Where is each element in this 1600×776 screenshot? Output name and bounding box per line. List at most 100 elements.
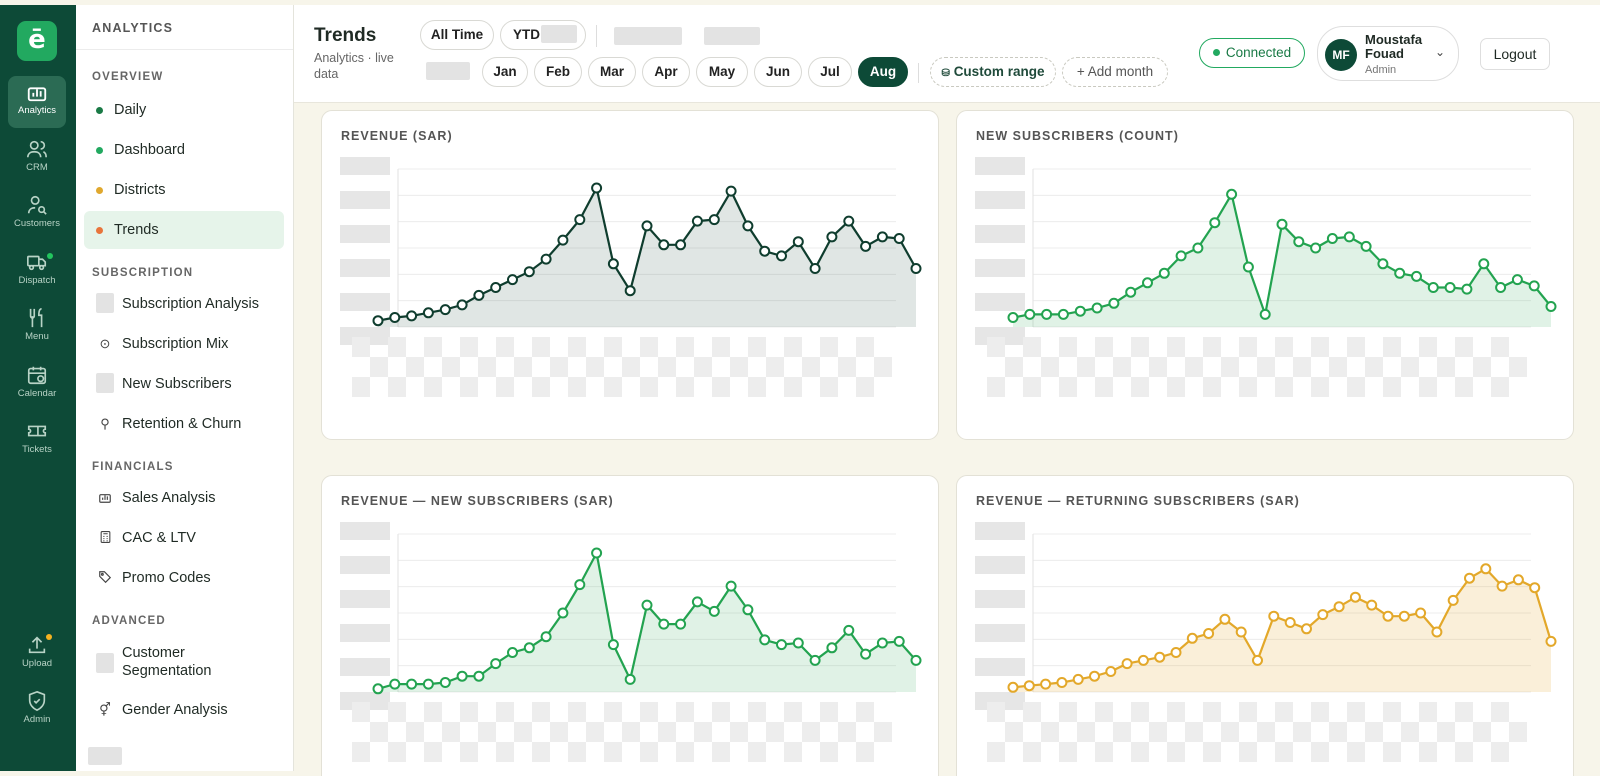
x-tick-label-placeholder bbox=[1257, 722, 1275, 742]
data-point bbox=[742, 604, 754, 616]
month-aug[interactable]: Aug bbox=[858, 57, 908, 87]
x-tick-label-placeholder bbox=[424, 702, 442, 722]
sidebar-item-promo-codes[interactable]: Promo Codes bbox=[84, 559, 284, 597]
x-tick-label-placeholder bbox=[1023, 337, 1041, 357]
custom-range-label: Custom range bbox=[953, 64, 1045, 79]
x-tick-label-placeholder bbox=[1131, 742, 1149, 762]
data-point bbox=[893, 635, 905, 647]
x-tick-label-placeholder bbox=[1365, 722, 1383, 742]
rail-item-tickets[interactable]: Tickets bbox=[8, 415, 66, 467]
x-tick-label-placeholder bbox=[1077, 722, 1095, 742]
sidebar-item-subscription-analysis[interactable]: Subscription Analysis bbox=[84, 285, 284, 323]
y-tick-label-placeholder bbox=[975, 157, 1025, 175]
rail-item-admin[interactable]: Admin bbox=[8, 685, 66, 737]
rail-label: Tickets bbox=[22, 444, 52, 455]
data-point bbox=[792, 637, 804, 649]
data-point bbox=[708, 214, 720, 226]
month-feb[interactable]: Feb bbox=[534, 57, 582, 87]
x-tick-label-placeholder bbox=[1059, 337, 1077, 357]
logout-button[interactable]: Logout bbox=[1480, 38, 1550, 70]
data-point bbox=[1186, 632, 1198, 644]
data-point bbox=[507, 647, 518, 658]
x-axis-labels-placeholder bbox=[987, 702, 1527, 762]
x-tick-label-placeholder bbox=[987, 377, 1005, 397]
data-point bbox=[456, 299, 468, 311]
month-mar[interactable]: Mar bbox=[588, 57, 636, 87]
x-tick-label-placeholder bbox=[820, 337, 838, 357]
data-point bbox=[607, 639, 619, 651]
sidebar-item-customer-segmentation[interactable]: Customer Segmentation bbox=[84, 633, 284, 691]
data-point bbox=[1007, 681, 1019, 693]
data-point bbox=[1464, 572, 1475, 584]
sidebar-item-label: Gender Analysis bbox=[122, 702, 228, 718]
x-tick-label-placeholder bbox=[1095, 337, 1113, 357]
user-menu[interactable]: MF Moustafa Fouad Admin ⌄ bbox=[1317, 26, 1459, 81]
data-point bbox=[1024, 308, 1036, 320]
chevron-down-icon: ⌄ bbox=[1435, 45, 1446, 59]
rail-item-customers[interactable]: Customers bbox=[8, 189, 66, 241]
y-tick-label-placeholder bbox=[340, 157, 390, 175]
y-tick-label-placeholder bbox=[340, 556, 390, 574]
sidebar-item-cac-ltv[interactable]: CAC & LTV bbox=[84, 519, 284, 557]
ytd-button[interactable]: YTD bbox=[500, 20, 586, 50]
page-title: Trends bbox=[314, 25, 377, 46]
data-point bbox=[1154, 651, 1166, 663]
data-point bbox=[776, 250, 787, 262]
database-icon: ⛁ bbox=[941, 68, 950, 79]
status-dot bbox=[1212, 49, 1220, 56]
data-point bbox=[1478, 258, 1490, 270]
rail-item-calendar[interactable]: Calendar bbox=[8, 359, 66, 411]
x-tick-label-placeholder bbox=[532, 702, 550, 722]
data-point bbox=[389, 678, 401, 690]
sidebar-item-gender-analysis[interactable]: ⚥ Gender Analysis bbox=[84, 691, 284, 729]
x-tick-label-placeholder bbox=[856, 702, 874, 722]
status-dot bbox=[96, 187, 103, 194]
data-point bbox=[1326, 233, 1338, 244]
month-may[interactable]: May bbox=[696, 57, 748, 87]
rail-item-analytics[interactable]: Analytics bbox=[8, 76, 66, 128]
x-tick-label-placeholder bbox=[388, 377, 406, 397]
sidebar-item-districts[interactable]: Districts bbox=[84, 171, 284, 209]
month-jan[interactable]: Jan bbox=[482, 57, 528, 87]
add-month-button[interactable]: + Add month bbox=[1062, 57, 1168, 87]
data-point bbox=[1293, 236, 1305, 248]
month-jul[interactable]: Jul bbox=[808, 57, 852, 87]
data-point bbox=[691, 215, 703, 227]
ytd-label: YTD bbox=[513, 27, 540, 42]
data-point bbox=[1382, 610, 1394, 622]
x-axis-labels-placeholder bbox=[352, 702, 892, 762]
sidebar-item-daily[interactable]: Daily bbox=[84, 91, 284, 129]
x-tick-label-placeholder bbox=[1077, 357, 1095, 377]
sidebar-item-retention-churn[interactable]: ⚲ Retention & Churn bbox=[84, 405, 284, 443]
sidebar-item-new-subscribers[interactable]: New Subscribers bbox=[84, 365, 284, 403]
x-tick-label-placeholder bbox=[1239, 337, 1257, 357]
x-tick-label-placeholder bbox=[802, 722, 820, 742]
app-logo[interactable]: ē bbox=[17, 21, 57, 61]
month-jun[interactable]: Jun bbox=[754, 57, 802, 87]
x-tick-label-placeholder bbox=[586, 357, 604, 377]
sidebar-item-sales-analysis[interactable]: Sales Analysis bbox=[84, 479, 284, 517]
y-tick-label-placeholder bbox=[975, 522, 1025, 540]
x-tick-label-placeholder bbox=[1167, 337, 1185, 357]
x-tick-label-placeholder bbox=[568, 702, 586, 722]
y-tick-label-placeholder bbox=[340, 225, 390, 243]
rail-item-menu[interactable]: Menu bbox=[8, 302, 66, 354]
rail-item-dispatch[interactable]: Dispatch bbox=[8, 246, 66, 298]
x-tick-label-placeholder bbox=[874, 357, 892, 377]
rail-item-upload[interactable]: Upload bbox=[8, 629, 66, 681]
sidebar-item-subscription-mix[interactable]: ⊙ Subscription Mix bbox=[84, 325, 284, 363]
sidebar-title: ANALYTICS bbox=[92, 21, 174, 35]
all-time-button[interactable]: All Time bbox=[420, 20, 494, 50]
x-tick-label-placeholder bbox=[712, 377, 730, 397]
sidebar-item-dashboard[interactable]: Dashboard bbox=[84, 131, 284, 169]
bar-chart-icon bbox=[96, 490, 114, 506]
month-apr[interactable]: Apr bbox=[642, 57, 690, 87]
data-point bbox=[893, 233, 905, 244]
x-tick-label-placeholder bbox=[694, 357, 712, 377]
rail-item-crm[interactable]: CRM bbox=[8, 133, 66, 185]
custom-range-button[interactable]: ⛁ Custom range bbox=[930, 57, 1056, 87]
x-tick-label-placeholder bbox=[604, 702, 622, 722]
x-tick-label-placeholder bbox=[352, 377, 370, 397]
sidebar-item-trends[interactable]: Trends bbox=[84, 211, 284, 249]
placeholder-icon bbox=[96, 373, 114, 393]
